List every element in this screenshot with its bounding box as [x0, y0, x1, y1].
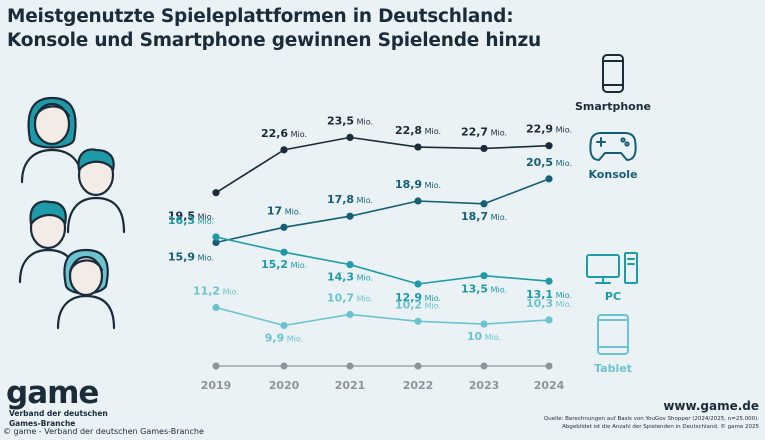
series-line-pc	[215, 236, 550, 285]
data-label-smartphone: 22,8 Mio.	[395, 124, 441, 137]
source-note: Quelle: Berechnungen auf Basis von YouGo…	[544, 415, 759, 431]
x-tick-label: 2020	[269, 379, 300, 392]
data-label-smartphone: 22,6 Mio.	[261, 127, 307, 140]
legend-label-smartphone: Smartphone	[575, 100, 651, 113]
man-icon	[66, 148, 126, 234]
data-point-tablet	[480, 320, 488, 328]
copyright: © game - Verband der deutschen Games-Bra…	[3, 427, 204, 436]
data-point-konsole	[414, 197, 422, 205]
data-label-tablet: 9,9 Mio.	[265, 331, 303, 344]
data-point-konsole	[280, 223, 288, 231]
chart-title-line-2: Konsole und Smartphone gewinnen Spielend…	[7, 30, 541, 51]
woman-icon	[56, 248, 116, 330]
x-tick-label: 2022	[403, 379, 434, 392]
data-point-pc	[212, 233, 220, 241]
website-link[interactable]: www.game.de	[663, 399, 759, 413]
data-label-pc: 16,3 Mio.	[168, 214, 214, 227]
data-label-konsole: 17 Mio.	[267, 204, 301, 217]
x-axis-tick	[346, 362, 354, 370]
data-label-smartphone: 23,5 Mio.	[327, 114, 373, 127]
data-label-pc: 13,1 Mio.	[526, 288, 572, 301]
data-point-pc	[480, 272, 488, 280]
legend-label-pc: PC	[605, 290, 621, 303]
data-point-smartphone	[480, 144, 488, 153]
x-tick-label: 2019	[201, 379, 232, 392]
data-point-smartphone	[545, 142, 553, 150]
data-point-smartphone	[280, 146, 288, 154]
people-illustration-icon	[18, 96, 126, 330]
x-axis-tick	[280, 362, 288, 370]
data-label-konsole: 20,5 Mio.	[526, 156, 572, 169]
data-point-tablet	[280, 321, 288, 330]
data-point-konsole	[212, 238, 220, 247]
x-tick-label: 2024	[534, 379, 565, 392]
data-label-tablet: 11,2 Mio.	[193, 285, 239, 298]
data-point-smartphone	[414, 143, 422, 151]
data-label-konsole: 18,9 Mio.	[395, 178, 441, 191]
game-logo: game	[6, 375, 99, 411]
data-point-konsole	[545, 175, 553, 183]
data-label-konsole: 18,7 Mio.	[461, 210, 507, 223]
tablet-icon	[597, 314, 629, 355]
gamepad-icon	[589, 132, 637, 161]
data-point-pc	[414, 280, 422, 288]
data-label-tablet: 10,7 Mio.	[327, 291, 373, 304]
data-point-konsole	[480, 200, 488, 208]
legend-label-tablet: Tablet	[594, 362, 632, 375]
data-point-pc	[280, 248, 288, 256]
chart-title-line-1: Meistgenutzte Spieleplattformen in Deuts…	[7, 6, 514, 27]
data-label-smartphone: 22,9 Mio.	[526, 123, 572, 136]
woman-icon	[20, 96, 84, 184]
brand-subtitle-line-1: Verband der deutschen	[9, 409, 108, 418]
data-label-smartphone: 22,7 Mio.	[461, 125, 507, 138]
data-label-konsole: 17,8 Mio.	[327, 193, 373, 206]
data-label-pc: 15,2 Mio.	[261, 258, 307, 271]
data-point-tablet	[414, 317, 422, 325]
series-line-smartphone	[215, 136, 550, 194]
legend-label-konsole: Konsole	[588, 168, 637, 181]
series-line-tablet	[215, 306, 550, 327]
series-line-konsole	[215, 178, 550, 244]
data-label-tablet: 10 Mio.	[467, 330, 501, 343]
x-tick-label: 2021	[335, 379, 366, 392]
data-point-tablet	[545, 316, 553, 324]
smartphone-icon	[602, 54, 624, 93]
data-label-konsole: 15,9 Mio.	[168, 251, 214, 264]
data-label-smartphone: 19,5 Mio.	[168, 210, 214, 223]
data-label-tablet: 10,3 Mio.	[526, 297, 572, 310]
source-line-1: Quelle: Berechnungen auf Basis von YouGo…	[543, 416, 759, 422]
x-axis-tick	[545, 362, 553, 370]
brand-subtitle: Verband der deutschen Games-Branche	[9, 409, 129, 429]
data-point-tablet	[212, 303, 220, 312]
desktop-pc-icon	[586, 252, 638, 284]
data-label-pc: 14,3 Mio.	[327, 271, 373, 284]
data-point-smartphone	[346, 133, 354, 141]
brand-subtitle-line-2: Games-Branche	[9, 419, 76, 428]
data-point-pc	[346, 261, 354, 269]
data-label-tablet: 10,2 Mio.	[395, 298, 441, 311]
data-point-konsole	[346, 212, 354, 220]
data-point-smartphone	[212, 189, 220, 197]
data-point-tablet	[346, 310, 354, 319]
x-axis-tick	[414, 362, 422, 370]
data-point-pc	[545, 277, 553, 285]
x-axis-tick	[480, 362, 488, 370]
data-label-pc: 13,5 Mio.	[461, 283, 507, 296]
source-line-2: Abgebildet ist die Anzahl der Spielenden…	[562, 424, 759, 430]
data-label-pc: 12,9 Mio.	[395, 291, 441, 304]
x-axis-tick	[212, 362, 220, 370]
x-tick-label: 2023	[469, 379, 500, 392]
